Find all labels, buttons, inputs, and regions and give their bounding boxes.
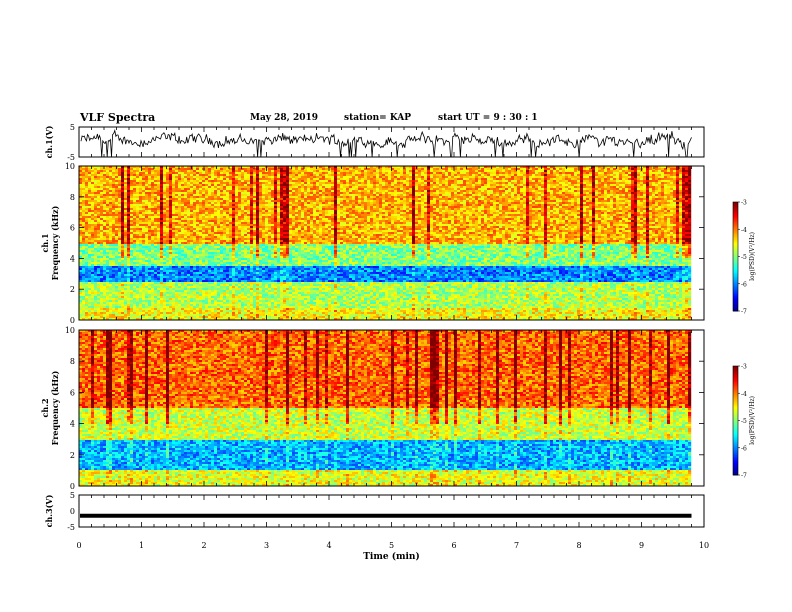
- spectrogram-ytick-label: 2: [70, 285, 75, 294]
- spectrogram-ytick-label: 6: [70, 224, 75, 233]
- spectrogram-ytick-label: 8: [70, 357, 75, 366]
- spectrogram-ylabel: ch.1: [40, 233, 50, 252]
- spectrogram-ylabel: ch.2: [40, 398, 50, 417]
- colorbar-1: [733, 202, 738, 312]
- colorbar-label: log(PSD)(V²/Hz): [749, 396, 756, 445]
- x-tick-label: 0: [76, 541, 81, 550]
- x-tick-label: 3: [264, 541, 269, 550]
- colorbar-tick-label: -7: [741, 473, 747, 480]
- spectrogram-ytick-label: 0: [70, 482, 75, 491]
- x-tick-label: 4: [326, 541, 331, 550]
- ch3-ytick: 0: [70, 507, 75, 516]
- spectrogram-ytick-label: 10: [65, 162, 75, 171]
- x-tick-label: 2: [201, 541, 206, 550]
- ch3-ytick: -5: [67, 523, 75, 532]
- x-tick-label: 9: [639, 541, 644, 550]
- x-tick-label: 1: [139, 541, 144, 550]
- x-tick-label: 10: [699, 541, 709, 550]
- spectrogram-ytick-label: 6: [70, 388, 75, 397]
- colorbar-2: [733, 366, 738, 476]
- ch1-ytick: -5: [67, 153, 75, 162]
- ch1-trace: [81, 131, 692, 158]
- spectrogram-2: [79, 330, 691, 486]
- colorbar-tick-label: -5: [741, 418, 747, 425]
- spectrogram-ylabel: Frequency (kHz): [50, 205, 60, 280]
- colorbar-label: log(PSD)(V²/Hz): [749, 232, 756, 281]
- x-tick-label: 6: [451, 541, 456, 550]
- x-tick-label: 7: [514, 541, 519, 550]
- spectrogram-ylabel: Frequency (kHz): [50, 370, 60, 445]
- colorbar-tick-label: -3: [741, 200, 747, 207]
- spectrogram-ytick-label: 10: [65, 326, 75, 335]
- x-tick-label: 5: [389, 541, 394, 550]
- spectrogram-ytick-label: 8: [70, 193, 75, 202]
- colorbar-tick-label: -4: [741, 391, 747, 398]
- colorbar-tick-label: -6: [741, 445, 747, 452]
- colorbar-tick-label: -5: [741, 254, 747, 261]
- ch3-ytick: 5: [70, 491, 75, 500]
- colorbar-tick-label: -6: [741, 281, 747, 288]
- vlf-figure: 5-5ch.1(V)0246810ch.1 Frequency (kHz)-3-4…: [0, 0, 792, 612]
- spectrogram-ytick-label: 4: [70, 420, 75, 429]
- x-axis-label: Time (min): [363, 551, 420, 562]
- ch3-ylabel: ch.3(V): [44, 494, 54, 527]
- spectrogram-ytick-label: 4: [70, 254, 75, 263]
- spectrogram-1: [79, 166, 691, 320]
- ch1-ylabel: ch.1(V): [44, 125, 54, 158]
- ch1-ytick: 5: [70, 123, 75, 132]
- spectrogram-ytick-label: 0: [70, 316, 75, 325]
- spectrogram-ytick-label: 2: [70, 451, 75, 460]
- colorbar-tick-label: -4: [741, 227, 747, 234]
- colorbar-tick-label: -7: [741, 309, 747, 316]
- x-tick-label: 8: [576, 541, 581, 550]
- colorbar-tick-label: -3: [741, 364, 747, 371]
